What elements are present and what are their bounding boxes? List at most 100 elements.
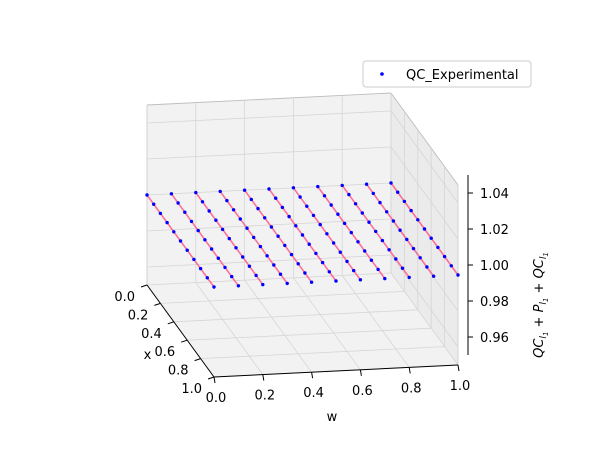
x-tick-mark bbox=[181, 339, 188, 343]
x-grid-line bbox=[173, 309, 418, 323]
data-point bbox=[296, 262, 300, 266]
legend: QC_Experimental bbox=[362, 60, 532, 88]
data-point bbox=[169, 192, 174, 196]
data-point bbox=[360, 211, 364, 215]
y-tick-mark bbox=[262, 374, 265, 381]
y-tick-label: 0.8 bbox=[401, 381, 422, 396]
data-point bbox=[345, 259, 349, 264]
data-point bbox=[387, 248, 391, 252]
y-tick-mark bbox=[457, 364, 460, 372]
z-tick-label: 1.04 bbox=[480, 187, 509, 202]
y-grid-line bbox=[341, 275, 410, 368]
data-point bbox=[320, 260, 325, 265]
data-point bbox=[383, 276, 387, 281]
x-tick-mark bbox=[167, 321, 174, 325]
data-point bbox=[363, 249, 367, 253]
data-point bbox=[261, 282, 265, 287]
data-point bbox=[205, 276, 209, 280]
data-point bbox=[247, 264, 252, 268]
data-point bbox=[220, 227, 225, 232]
data-point bbox=[203, 238, 207, 242]
z-grid-line bbox=[146, 146, 392, 160]
data-point bbox=[294, 224, 298, 228]
data-point bbox=[358, 278, 363, 282]
data-point bbox=[429, 236, 433, 240]
z-tick-label: 0.96 bbox=[480, 331, 509, 346]
data-point bbox=[198, 266, 203, 271]
z-label-qc: QC bbox=[532, 338, 547, 358]
y-tick-label: 1.0 bbox=[450, 379, 471, 394]
data-point bbox=[391, 219, 396, 223]
data-point bbox=[416, 218, 420, 222]
x-tick-label: 1.0 bbox=[181, 382, 202, 397]
x-tick-label: 0.0 bbox=[114, 290, 135, 305]
data-point bbox=[396, 190, 400, 194]
data-point bbox=[242, 188, 247, 192]
data-point bbox=[234, 246, 238, 250]
z-grid-line bbox=[146, 254, 392, 268]
y-tick-mark bbox=[311, 372, 314, 379]
data-point bbox=[369, 258, 374, 262]
z-label-sub: l bbox=[539, 336, 549, 339]
data-point bbox=[256, 206, 260, 211]
y-axis-label: w bbox=[327, 410, 338, 425]
y-grid-line bbox=[244, 279, 312, 373]
data-point bbox=[456, 273, 460, 277]
x-tick-label: 0.4 bbox=[141, 327, 162, 342]
data-point bbox=[183, 210, 187, 214]
data-point bbox=[347, 192, 351, 197]
z-label-sub: l bbox=[539, 302, 549, 305]
y-tick-label: 0.2 bbox=[254, 389, 275, 404]
x-tick-mark bbox=[194, 358, 201, 362]
data-point bbox=[380, 238, 385, 243]
data-point bbox=[402, 199, 407, 204]
data-point bbox=[322, 194, 327, 198]
data-point bbox=[200, 200, 205, 204]
z-grid-line bbox=[390, 110, 459, 204]
data-point bbox=[209, 247, 214, 251]
data-point bbox=[245, 226, 249, 230]
data-point bbox=[303, 271, 307, 275]
data-point bbox=[194, 190, 198, 195]
data-point bbox=[316, 184, 320, 189]
data-point bbox=[172, 230, 176, 234]
data-point bbox=[378, 200, 382, 205]
x-axis-line bbox=[146, 284, 215, 378]
x-tick-label: 0.8 bbox=[168, 364, 189, 379]
x-tick-label: 0.6 bbox=[155, 345, 176, 360]
data-point bbox=[287, 214, 291, 219]
data-point bbox=[371, 191, 375, 196]
data-point bbox=[285, 281, 289, 286]
y-tick-label: 0.0 bbox=[206, 391, 227, 406]
data-point bbox=[336, 212, 340, 216]
z-label-qc: QC bbox=[532, 258, 547, 278]
z-grid-line bbox=[390, 254, 459, 348]
x-grid-line bbox=[200, 346, 445, 359]
data-point bbox=[176, 201, 180, 205]
data-point bbox=[291, 186, 296, 190]
data-point bbox=[398, 228, 402, 232]
z-grid-line bbox=[146, 110, 392, 124]
data-point bbox=[218, 189, 222, 194]
z-label-plus: + bbox=[532, 278, 547, 297]
data-point bbox=[334, 279, 338, 283]
data-point bbox=[230, 274, 234, 279]
legend-marker bbox=[380, 72, 384, 76]
x-grid-line bbox=[146, 272, 392, 286]
x-grid-line bbox=[187, 327, 432, 341]
data-point bbox=[376, 267, 380, 272]
z-label-sub: l bbox=[539, 256, 549, 259]
data-point bbox=[280, 205, 285, 210]
tick-labels: 0.0 0.2 0.4 0.6 0.8 1.0 0.0 0.2 0.4 0.6 0.8 1.0 0.96… bbox=[114, 187, 509, 406]
z-label-subsub: 1 bbox=[542, 332, 550, 336]
data-point bbox=[289, 252, 294, 257]
data-point bbox=[442, 254, 447, 259]
data-point bbox=[374, 229, 378, 234]
z-tick-label: 0.98 bbox=[480, 295, 509, 310]
data-point bbox=[158, 211, 163, 216]
data-point bbox=[223, 265, 227, 270]
data-point bbox=[196, 228, 200, 233]
z-axis-label-text: QCl1 + Pl1 + QCl1 bbox=[532, 252, 550, 358]
data-point bbox=[329, 203, 333, 207]
